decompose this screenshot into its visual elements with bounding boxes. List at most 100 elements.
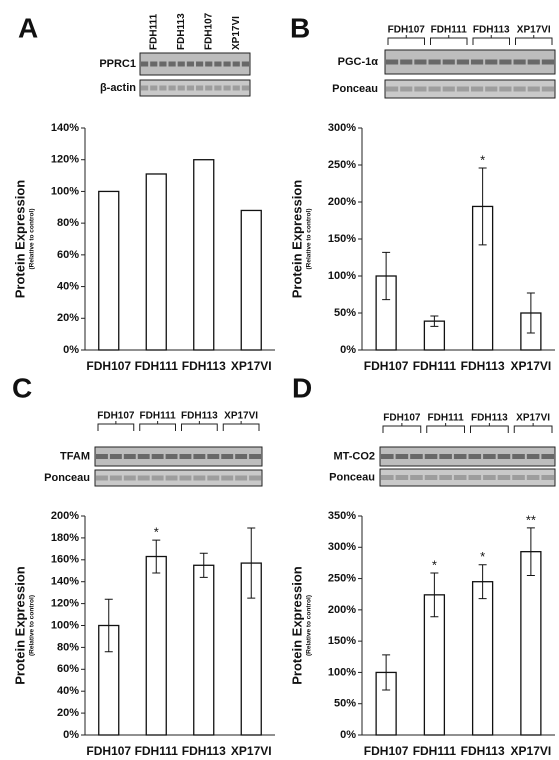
y-axis-subtitle: (Relative to control) — [306, 208, 313, 269]
significance: * — [480, 549, 485, 564]
y-tick-label: 200% — [328, 196, 356, 208]
blot-band — [483, 475, 496, 480]
y-tick-label: 60% — [57, 663, 79, 675]
blot-band — [249, 476, 261, 481]
blot-band — [214, 86, 221, 91]
bar — [473, 582, 493, 735]
blot-band — [512, 475, 525, 480]
blot-band — [224, 86, 231, 91]
blot-row-label: PGC-1α — [338, 56, 379, 68]
bar — [521, 552, 541, 735]
blot-band — [400, 87, 412, 92]
blot-band — [439, 454, 452, 459]
blot-row-label: β-actin — [100, 82, 136, 94]
blot-band — [235, 454, 247, 459]
lane-label: XP17VI — [517, 25, 551, 36]
blot-band — [429, 60, 441, 65]
blot-band — [214, 62, 221, 67]
x-tick-label: FDH111 — [413, 359, 457, 373]
y-axis-title: Protein Expression — [289, 180, 304, 299]
lane-label: FDH107 — [97, 411, 135, 422]
blot-band — [396, 475, 409, 480]
y-tick-label: 20% — [57, 312, 79, 324]
blot-band — [242, 86, 249, 91]
y-axis-title: Protein Expression — [12, 566, 27, 685]
blot-band — [469, 454, 482, 459]
blot-row-label: TFAM — [60, 450, 90, 462]
blot-band — [96, 476, 108, 481]
significance: * — [154, 525, 159, 540]
y-tick-label: 180% — [51, 532, 79, 544]
x-tick-label: XP17VI — [511, 359, 552, 373]
blot-band — [187, 86, 194, 91]
y-axis-subtitle: (Relative to control) — [306, 595, 313, 656]
lane-bracket — [388, 35, 425, 45]
blot-band — [485, 60, 497, 65]
lane-label: XP17VI — [231, 16, 242, 50]
y-tick-label: 150% — [328, 635, 356, 647]
blot-band — [169, 86, 176, 91]
y-tick-label: 100% — [51, 185, 79, 197]
blot-band — [193, 454, 205, 459]
x-tick-label: XP17VI — [231, 744, 272, 758]
blot-band — [425, 454, 438, 459]
bar — [146, 557, 166, 735]
blot-band — [429, 87, 441, 92]
bar — [241, 210, 261, 350]
blot-band — [138, 476, 150, 481]
y-tick-label: 0% — [63, 344, 79, 356]
x-tick-label: FDH113 — [461, 359, 505, 373]
y-tick-label: 200% — [328, 604, 356, 616]
lane-label: FDH113 — [181, 411, 218, 422]
y-tick-label: 200% — [51, 510, 79, 522]
y-tick-label: 120% — [51, 598, 79, 610]
blot-row-label: Ponceau — [329, 471, 375, 483]
x-tick-label: FDH111 — [413, 744, 457, 758]
figure: APPRC1β-actinFDH111FDH113FDH107XP17VI0%2… — [0, 0, 559, 760]
lane-label: FDH113 — [176, 13, 187, 50]
lane-label: XP17VI — [516, 413, 550, 424]
lane-bracket — [514, 423, 552, 433]
blot-band — [124, 454, 136, 459]
blot-band — [221, 476, 233, 481]
blot-band — [96, 454, 108, 459]
significance: * — [480, 152, 485, 167]
blot-band — [439, 475, 452, 480]
blot-band — [410, 454, 423, 459]
blot-band — [166, 476, 178, 481]
blot-band — [205, 62, 212, 67]
lane-label: FDH111 — [140, 411, 177, 422]
lane-bracket — [473, 35, 510, 45]
lane-label: FDH107 — [388, 25, 426, 36]
y-tick-label: 160% — [51, 554, 79, 566]
x-tick-label: FDH107 — [86, 744, 131, 758]
panel-letter: D — [292, 372, 312, 403]
x-tick-label: FDH111 — [135, 359, 179, 373]
blot-band — [498, 475, 511, 480]
blot-band — [542, 60, 554, 65]
blot-band — [221, 454, 233, 459]
blot-band — [110, 454, 122, 459]
x-tick-label: XP17VI — [231, 359, 272, 373]
y-axis-subtitle: (Relative to control) — [29, 595, 36, 656]
blot-row-label: Ponceau — [332, 83, 378, 95]
blot-row-label: PPRC1 — [99, 58, 136, 70]
lane-label: FDH111 — [148, 13, 159, 50]
blot-row-label: Ponceau — [44, 472, 90, 484]
blot-band — [471, 60, 483, 65]
blot-band — [410, 475, 423, 480]
blot-band — [541, 454, 554, 459]
blot-band — [169, 62, 176, 67]
bar — [194, 565, 214, 735]
blot-band — [498, 454, 511, 459]
panel-letter: B — [290, 12, 310, 43]
blot-band — [249, 454, 261, 459]
y-tick-label: 250% — [328, 572, 356, 584]
blot-band — [152, 454, 164, 459]
lane-label: FDH107 — [203, 12, 214, 50]
blot-band — [499, 87, 511, 92]
blot-band — [178, 62, 185, 67]
blot-band — [233, 86, 240, 91]
lane-bracket — [471, 423, 509, 433]
blot-band — [180, 476, 192, 481]
